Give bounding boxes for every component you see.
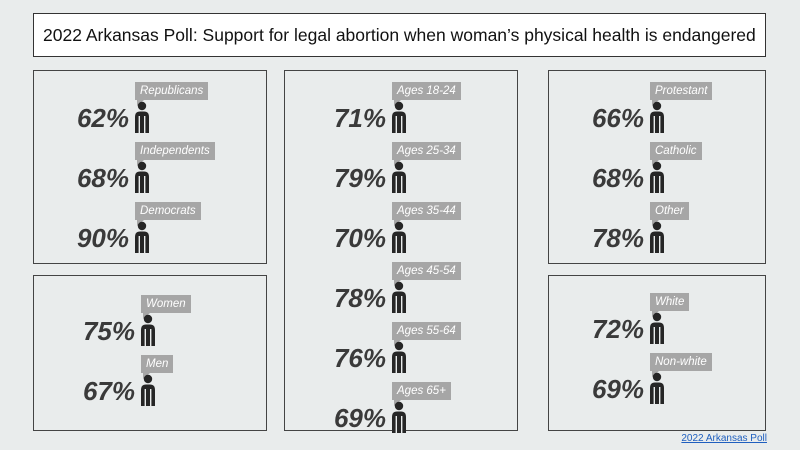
person-icon xyxy=(649,221,665,253)
person-icon xyxy=(134,161,150,193)
person-icon xyxy=(391,101,407,133)
person-icon xyxy=(649,161,665,193)
person-icon xyxy=(391,281,407,313)
data-item: Ages 65+ 69% xyxy=(291,379,517,439)
person-icon xyxy=(391,341,407,373)
data-item: Democrats 90% xyxy=(34,199,266,259)
data-item: Ages 55-64 76% xyxy=(291,319,517,379)
category-label: Democrats xyxy=(135,202,201,226)
percent-value: 68% xyxy=(76,163,129,193)
category-label: Ages 45-54 xyxy=(392,262,461,286)
source-link[interactable]: 2022 Arkansas Poll xyxy=(681,433,767,444)
race-panel: White 72% Non-white 69% xyxy=(548,275,766,431)
person-icon xyxy=(140,374,156,406)
data-item: Catholic 68% xyxy=(549,139,765,199)
category-label: Non-white xyxy=(650,353,712,377)
category-label: White xyxy=(650,293,690,317)
category-label: Ages 35-44 xyxy=(392,202,461,226)
category-label: Republicans xyxy=(135,82,209,106)
category-label: Catholic xyxy=(650,142,702,166)
percent-value: 78% xyxy=(333,283,386,313)
person-icon xyxy=(134,101,150,133)
chart-title: 2022 Arkansas Poll: Support for legal ab… xyxy=(33,13,766,57)
data-item: Ages 25-34 79% xyxy=(291,139,517,199)
category-label: Ages 18-24 xyxy=(392,82,461,106)
person-icon xyxy=(649,312,665,344)
data-item: Non-white 69% xyxy=(549,350,765,410)
person-icon xyxy=(391,161,407,193)
party-panel: Republicans 62% Independents 68% Democrats 90… xyxy=(33,70,267,264)
category-label: Ages 25-34 xyxy=(392,142,461,166)
category-label: Women xyxy=(141,295,191,319)
percent-value: 66% xyxy=(591,103,644,133)
percent-value: 69% xyxy=(333,403,386,433)
category-label: Protestant xyxy=(650,82,713,106)
person-icon xyxy=(391,401,407,433)
person-icon xyxy=(649,372,665,404)
category-label: Other xyxy=(650,202,689,226)
data-item: Ages 18-24 71% xyxy=(291,79,517,139)
person-icon xyxy=(140,314,156,346)
data-item: Republicans 62% xyxy=(34,79,266,139)
age-panel: Ages 18-24 71% Ages 25-34 79% Ages 35-44 70% A… xyxy=(284,70,518,433)
data-item: Ages 35-44 70% xyxy=(291,199,517,259)
person-icon xyxy=(134,221,150,253)
percent-value: 71% xyxy=(333,103,386,133)
percent-value: 67% xyxy=(82,376,135,406)
category-label: Independents xyxy=(135,142,215,166)
data-item: Men 67% xyxy=(40,352,266,412)
category-label: Ages 55-64 xyxy=(392,322,461,346)
data-item: Women 75% xyxy=(40,292,266,352)
religion-panel: Protestant 66% Catholic 68% Other 78% xyxy=(548,70,766,264)
percent-value: 68% xyxy=(591,163,644,193)
data-item: White 72% xyxy=(549,290,765,350)
percent-value: 75% xyxy=(82,316,135,346)
person-icon xyxy=(649,101,665,133)
percent-value: 69% xyxy=(591,374,644,404)
data-item: Ages 45-54 78% xyxy=(291,259,517,319)
data-item: Other 78% xyxy=(549,199,765,259)
percent-value: 70% xyxy=(333,223,386,253)
category-label: Men xyxy=(141,355,174,379)
percent-value: 62% xyxy=(76,103,129,133)
category-label: Ages 65+ xyxy=(392,382,451,406)
data-item: Independents 68% xyxy=(34,139,266,199)
person-icon xyxy=(391,221,407,253)
percent-value: 90% xyxy=(76,223,129,253)
percent-value: 76% xyxy=(333,343,386,373)
percent-value: 72% xyxy=(591,314,644,344)
data-item: Protestant 66% xyxy=(549,79,765,139)
gender-panel: Women 75% Men 67% xyxy=(33,275,267,431)
percent-value: 78% xyxy=(591,223,644,253)
percent-value: 79% xyxy=(333,163,386,193)
